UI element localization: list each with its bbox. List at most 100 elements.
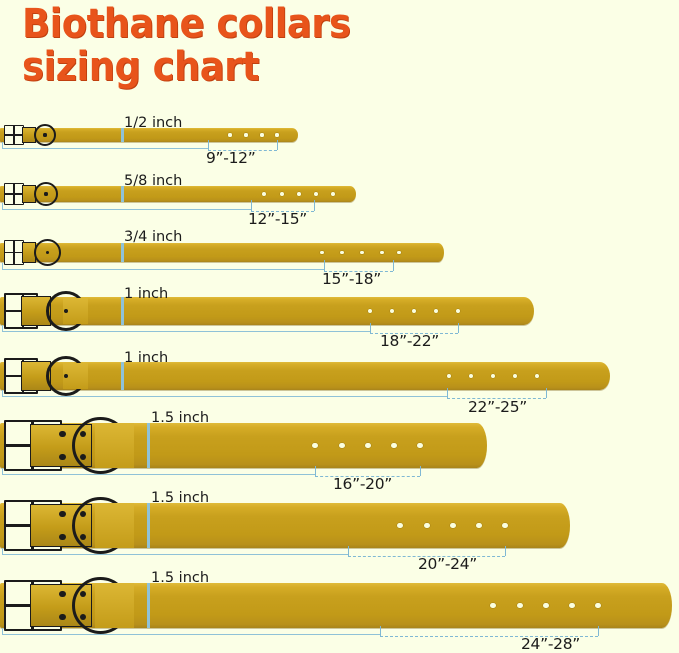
strap-hole [455, 308, 461, 314]
range-tick [458, 323, 459, 333]
measurement-baseline [2, 148, 208, 149]
strap-hole [512, 373, 518, 379]
d-ring-strap [94, 423, 134, 468]
buckle-rivet [59, 590, 66, 597]
strap-hole [280, 192, 284, 196]
strap-hole [595, 602, 601, 609]
page-title: Biothane collars sizing chart [22, 1, 351, 90]
strap-hole [312, 442, 318, 449]
width-label: 1.5 inch [151, 410, 210, 426]
range-label: 12”-15” [248, 210, 307, 228]
strap-hole [340, 250, 344, 255]
width-label: 1.5 inch [151, 570, 210, 586]
strap-hole [380, 250, 384, 255]
d-ring-center [43, 133, 47, 137]
buckle-rivet [59, 454, 66, 461]
width-label: 1/2 inch [124, 115, 183, 131]
buckle-rivet [59, 534, 66, 541]
strap-hole [331, 192, 335, 196]
collar-strap [0, 297, 534, 325]
measurement-baseline-cap [2, 142, 3, 148]
range-tick [251, 200, 252, 211]
strap-hole [397, 250, 401, 255]
strap-hole [490, 373, 496, 379]
range-tick [370, 323, 371, 333]
d-ring-center [45, 250, 50, 255]
measurement-baseline [2, 474, 315, 475]
d-ring [34, 239, 61, 266]
buckle-prong [13, 183, 15, 205]
measurement-baseline [2, 634, 380, 635]
strap-hole [411, 308, 417, 314]
d-ring-center [63, 373, 69, 379]
strap-hole [517, 602, 523, 609]
strap-hole [275, 133, 279, 137]
measurement-baseline [2, 331, 370, 332]
measurement-baseline-cap [2, 263, 3, 269]
strap-hole [468, 373, 474, 379]
range-tick [348, 546, 349, 556]
width-marker [121, 186, 124, 202]
range-tick [420, 466, 421, 476]
strap-hole [360, 250, 364, 255]
width-label: 5/8 inch [124, 173, 183, 189]
range-tick [598, 626, 599, 636]
measurement-baseline-cap [2, 325, 3, 331]
measurement-baseline-cap [2, 468, 3, 474]
range-tick [315, 466, 316, 476]
collar-strap [0, 243, 444, 262]
collar-strap [0, 362, 610, 390]
strap-hole [490, 602, 496, 609]
range-tick [324, 260, 325, 271]
strap-hole [397, 522, 403, 529]
range-label: 22”-25” [468, 398, 527, 416]
collar-strap [0, 128, 298, 142]
range-tick [314, 200, 315, 211]
width-marker [147, 423, 150, 468]
range-tick [393, 260, 394, 271]
buckle-rivet [59, 430, 66, 437]
range-label: 15”-18” [322, 270, 381, 288]
d-ring-strap [94, 583, 134, 628]
strap-hole [433, 308, 439, 314]
buckle-prong [13, 240, 15, 265]
measurement-baseline-cap [2, 203, 3, 209]
width-label: 1.5 inch [151, 490, 210, 506]
width-label: 1 inch [124, 286, 169, 302]
strap-hole [476, 522, 482, 529]
range-dashed-line [315, 476, 420, 477]
range-tick [277, 140, 278, 150]
strap-hole [450, 522, 456, 529]
range-tick [546, 388, 547, 398]
d-ring-strap [94, 503, 134, 548]
width-marker [147, 583, 150, 628]
range-label: 24”-28” [521, 635, 580, 653]
measurement-baseline [2, 269, 324, 270]
width-marker [121, 362, 124, 390]
d-ring-center [44, 192, 48, 196]
width-marker [121, 128, 124, 142]
width-marker [147, 503, 150, 548]
strap-hole [339, 442, 345, 449]
range-dashed-line [447, 398, 546, 399]
range-dashed-line [348, 556, 505, 557]
strap-hole [260, 133, 264, 137]
strap-hole [244, 133, 248, 137]
range-label: 18”-22” [380, 332, 439, 350]
range-dashed-line [380, 636, 598, 637]
range-label: 16”-20” [333, 475, 392, 493]
d-ring-center [63, 308, 69, 314]
range-tick [447, 388, 448, 398]
strap-hole [534, 373, 540, 379]
range-dashed-line [208, 150, 277, 151]
range-tick [505, 546, 506, 556]
width-marker [121, 243, 124, 262]
strap-hole [228, 133, 232, 137]
range-dashed-line [370, 333, 458, 334]
strap-hole [569, 602, 575, 609]
range-label: 20”-24” [418, 555, 477, 573]
measurement-baseline-cap [2, 628, 3, 634]
strap-hole [297, 192, 301, 196]
range-tick [380, 626, 381, 636]
measurement-baseline [2, 209, 251, 210]
